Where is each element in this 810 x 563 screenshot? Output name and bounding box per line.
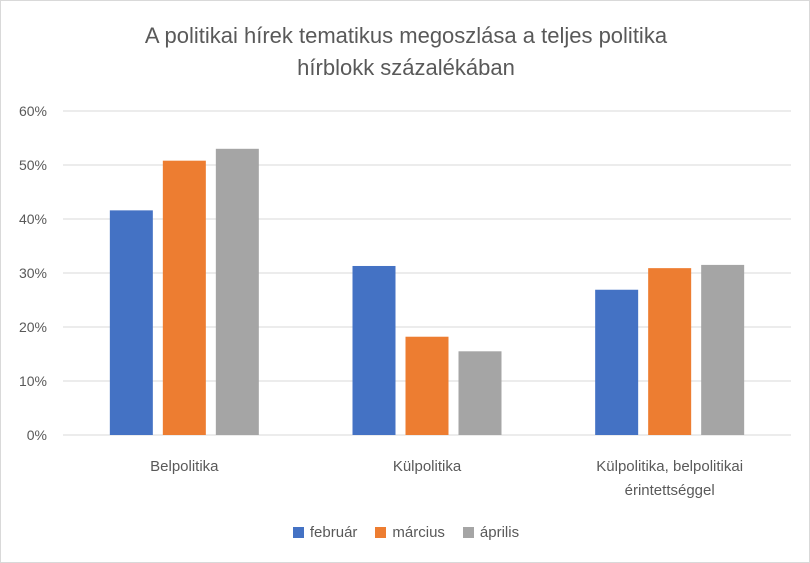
y-tick-label: 0% [27, 427, 47, 443]
bar-3-1 [215, 148, 259, 436]
x-tick-label: érintettséggel [625, 482, 715, 499]
legend-swatch-februar [292, 526, 304, 538]
legend-swatch-aprilis [462, 526, 474, 538]
bar-1-2 [352, 265, 396, 435]
legend-item-februar: február [292, 523, 358, 541]
chart-title-line-1: A politikai hírek tematikus megoszlása a… [144, 23, 668, 48]
y-tick-label: 10% [19, 373, 47, 389]
legend-item-aprilis: április [462, 523, 520, 541]
chart-title-line-2: hírblokk százalékában [297, 55, 515, 80]
legend-label-marcius: március [392, 523, 445, 541]
x-tick-label: Külpolitika, belpolitikai [596, 458, 743, 475]
bar-2-2 [405, 336, 449, 435]
bar-3-3 [701, 264, 745, 435]
y-tick-label: 30% [19, 265, 47, 281]
bar-2-3 [648, 268, 692, 435]
legend-item-marcius: március [375, 524, 445, 541]
bar-2-1 [162, 160, 206, 435]
y-tick-label: 20% [19, 319, 47, 335]
x-tick-label: Belpolitika [150, 458, 219, 475]
bar-3-2 [458, 351, 502, 435]
y-tick-label: 50% [19, 157, 47, 173]
y-tick-label: 60% [19, 103, 47, 119]
bar-1-3 [595, 289, 639, 435]
x-tick-label: Külpolitika [393, 458, 462, 475]
legend-label-februar: február [309, 523, 358, 541]
legend-swatch-marcius [375, 526, 387, 538]
legend-label-aprilis: április [479, 523, 520, 541]
legend: február március április [1, 521, 809, 543]
bar-1-1 [109, 210, 153, 435]
y-tick-label: 40% [19, 211, 47, 227]
